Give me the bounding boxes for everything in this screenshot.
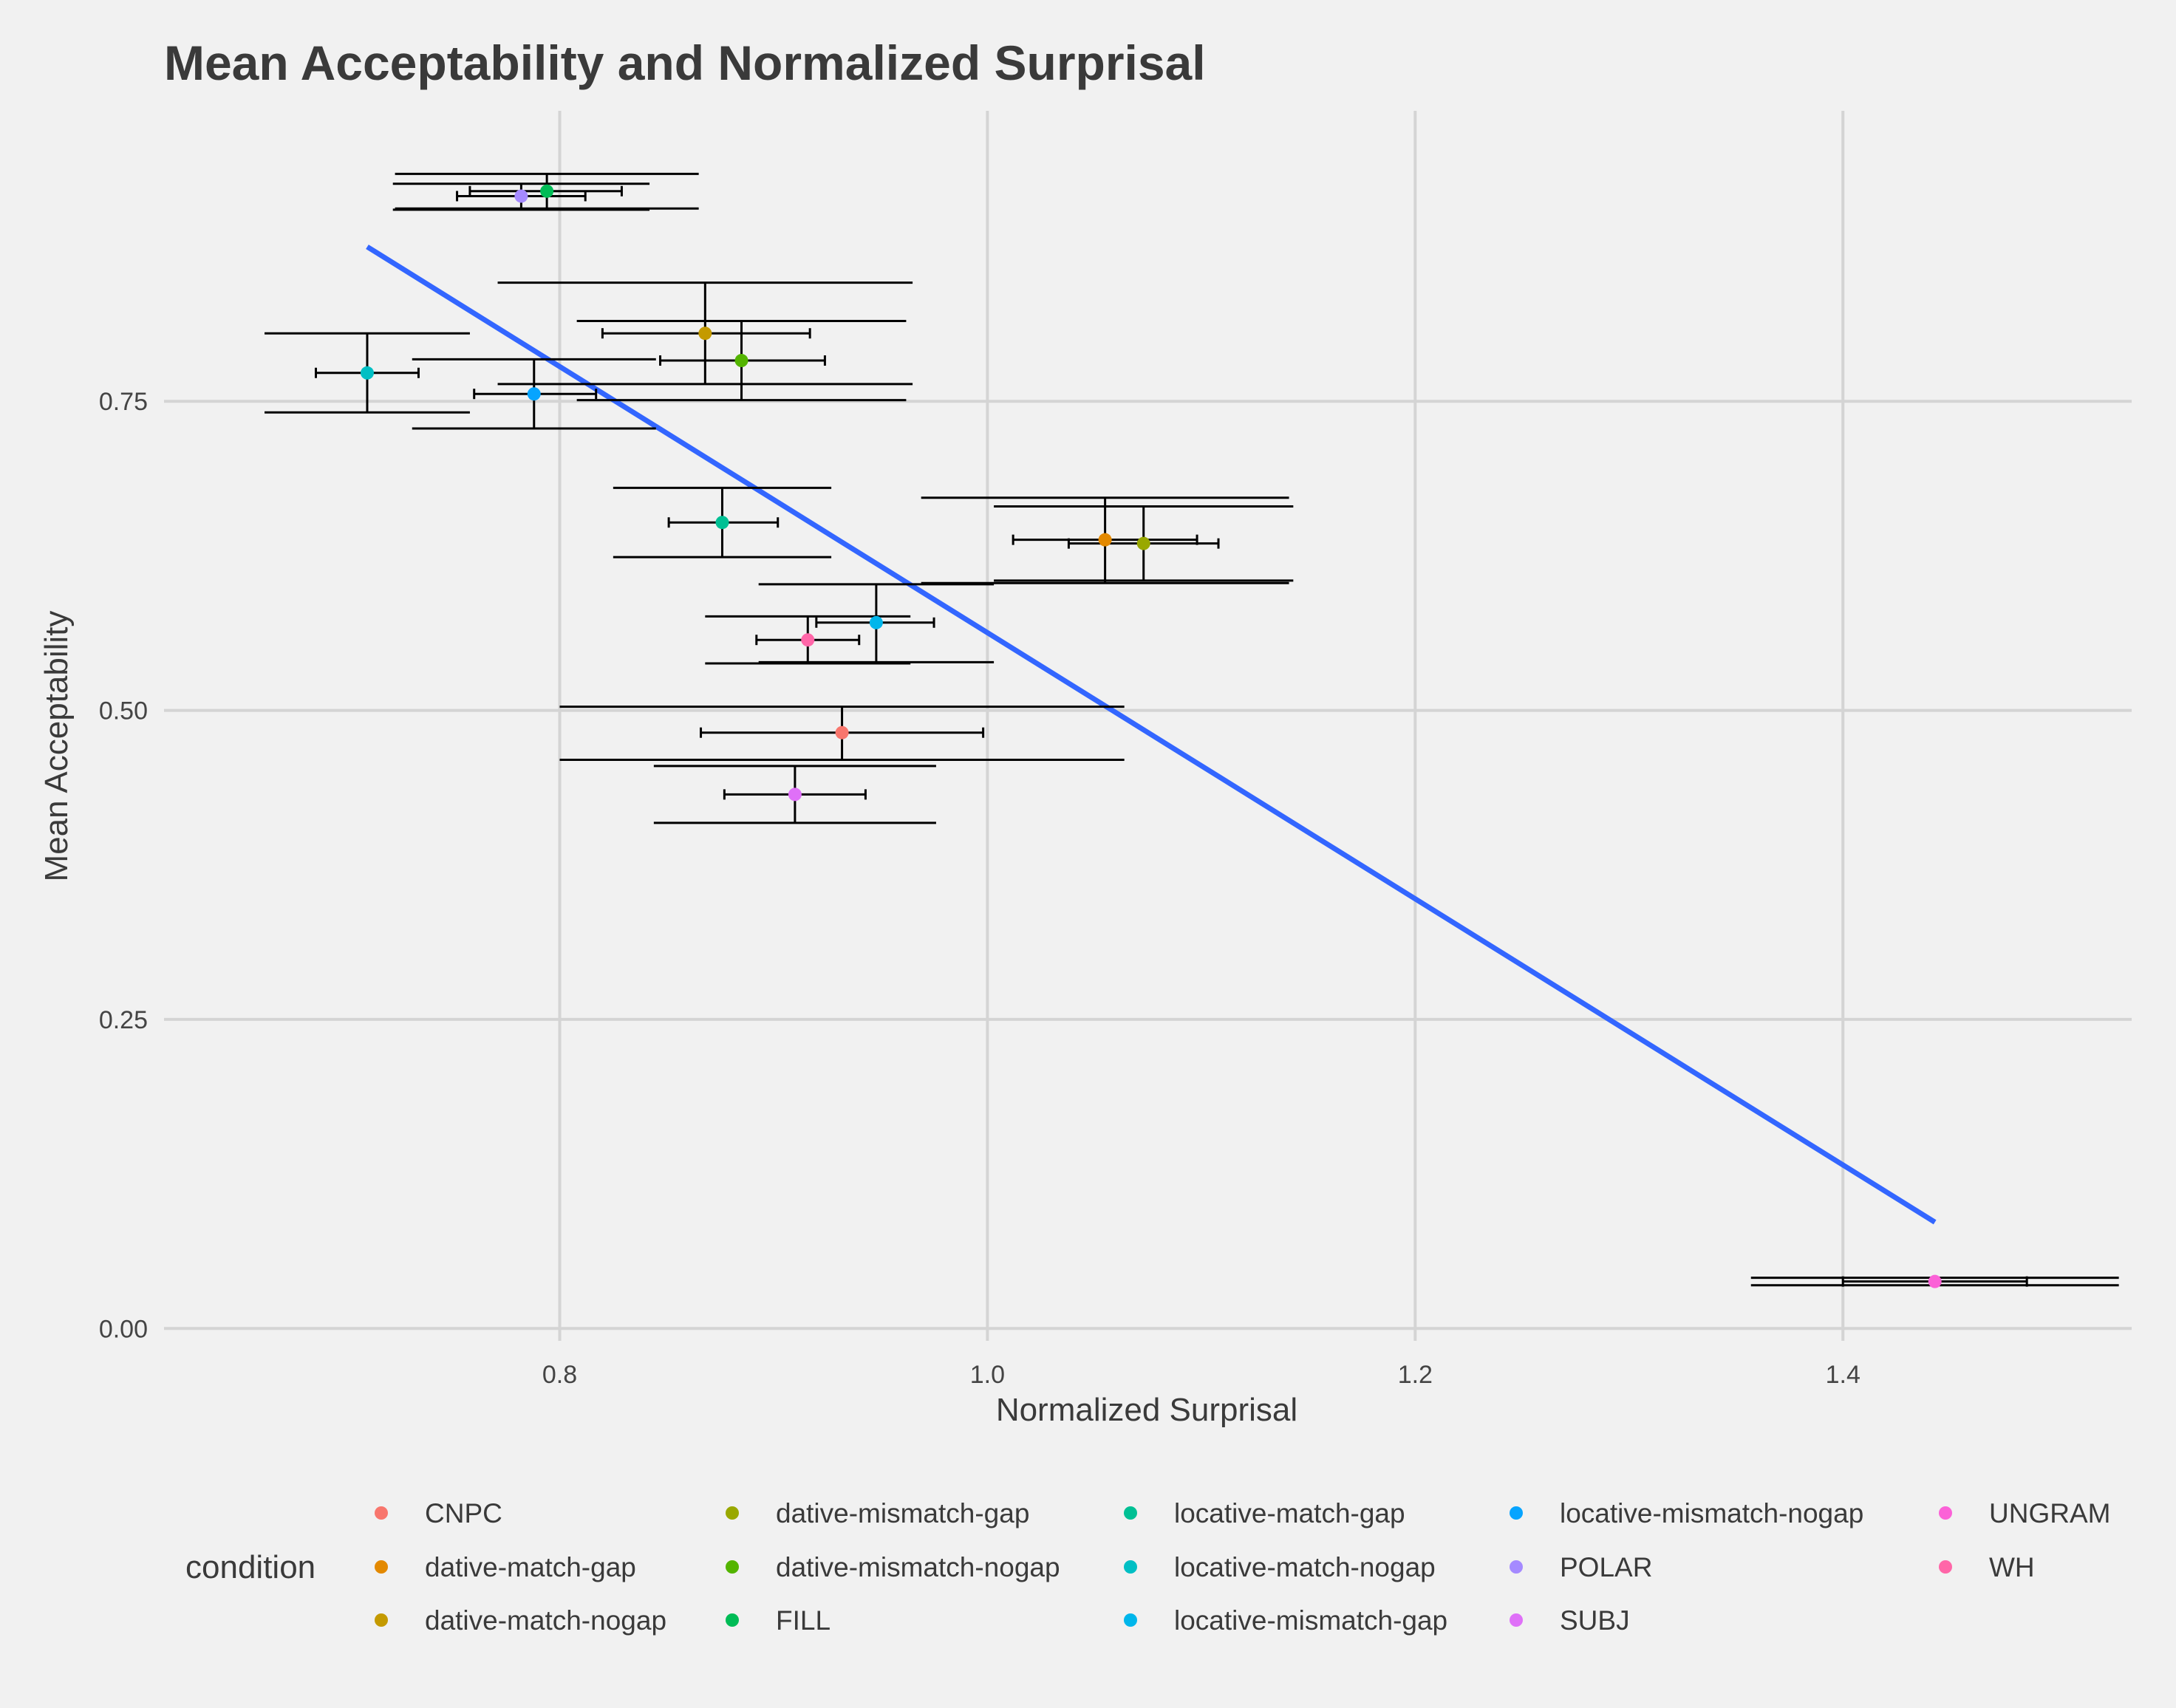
data-point	[788, 788, 802, 802]
legend-key	[1510, 1506, 1523, 1520]
error-bars	[265, 172, 2119, 1287]
legend-key	[1939, 1506, 1952, 1520]
legend-key	[375, 1506, 388, 1520]
x-tick-label: 1.0	[970, 1361, 1005, 1389]
legend-key	[1124, 1560, 1137, 1574]
legend-key	[726, 1560, 739, 1574]
legend-title: condition	[185, 1549, 316, 1585]
data-point	[514, 189, 528, 203]
legend-key	[1124, 1613, 1137, 1627]
legend-label: locative-mismatch-nogap	[1560, 1498, 1863, 1528]
legend-key	[1939, 1560, 1952, 1574]
legend-key	[375, 1613, 388, 1627]
legend-key	[375, 1560, 388, 1574]
data-point	[801, 633, 815, 647]
legend: condition CNPC dative-match-gap dative-mat…	[185, 1498, 2110, 1636]
chart-title: Mean Acceptability and Normalized Surpri…	[164, 35, 1206, 90]
data-point	[1928, 1274, 1942, 1288]
regression-line	[366, 245, 1937, 1225]
legend-label: dative-mismatch-gap	[776, 1498, 1029, 1528]
data-point	[527, 387, 541, 401]
data-point	[835, 725, 849, 739]
legend-key	[1510, 1560, 1523, 1574]
legend-key	[726, 1506, 739, 1520]
grid	[164, 111, 2132, 1341]
legend-label: UNGRAM	[1989, 1498, 2110, 1528]
data-points	[360, 184, 1942, 1288]
legend-label: dative-match-nogap	[425, 1605, 666, 1636]
legend-key	[1510, 1613, 1523, 1627]
legend-label: locative-match-nogap	[1174, 1552, 1436, 1582]
y-axis-title: Mean Acceptability	[38, 611, 75, 882]
legend-label: locative-mismatch-gap	[1174, 1605, 1447, 1636]
data-point	[734, 354, 748, 368]
data-point	[540, 184, 554, 198]
x-axis-title: Normalized Surprisal	[996, 1392, 1297, 1428]
legend-key	[1124, 1506, 1137, 1520]
data-point	[1136, 536, 1150, 550]
y-tick-label: 0.75	[99, 388, 148, 416]
legend-label: dative-match-gap	[425, 1552, 636, 1582]
legend-label: SUBJ	[1560, 1605, 1630, 1636]
legend-label: locative-match-gap	[1174, 1498, 1405, 1528]
legend-key	[726, 1613, 739, 1627]
fit-line	[366, 245, 1937, 1225]
legend-label: CNPC	[425, 1498, 502, 1528]
data-point	[360, 366, 374, 380]
legend-label: dative-mismatch-nogap	[776, 1552, 1060, 1582]
x-tick-label: 1.4	[1826, 1361, 1860, 1389]
y-tick-label: 0.50	[99, 697, 148, 725]
axis-ticks: 0.8 1.0 1.2 1.4 0.00 0.25 0.50 0.75	[99, 388, 1860, 1389]
y-tick-label: 0.00	[99, 1315, 148, 1343]
legend-label: WH	[1989, 1552, 2035, 1582]
legend-label: FILL	[776, 1605, 831, 1636]
x-tick-label: 1.2	[1398, 1361, 1433, 1389]
data-point	[869, 615, 883, 629]
legend-label: POLAR	[1560, 1552, 1652, 1582]
data-point	[698, 327, 712, 341]
x-tick-label: 0.8	[542, 1361, 577, 1389]
data-point	[1098, 533, 1112, 547]
data-point	[715, 516, 729, 530]
y-tick-label: 0.25	[99, 1006, 148, 1034]
